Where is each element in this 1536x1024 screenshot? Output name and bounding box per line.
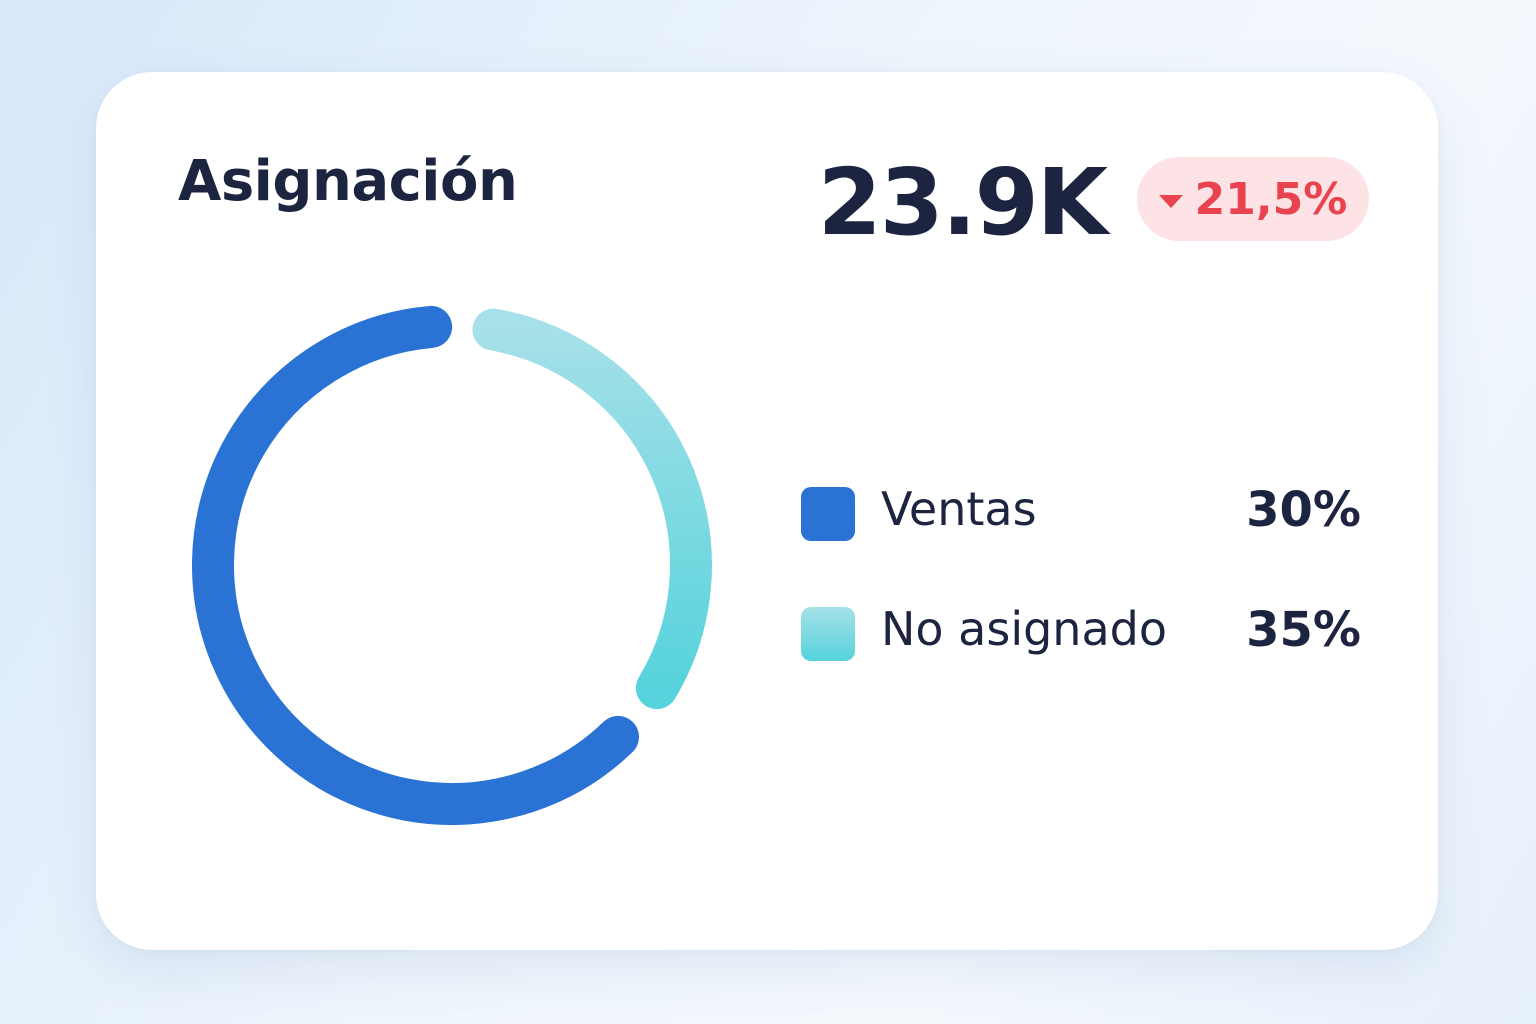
donut-segment-no-asignado [472,308,712,710]
caret-down-icon [1158,194,1183,208]
legend-swatch-ventas [801,487,855,541]
legend-label-ventas: Ventas [881,482,1037,536]
legend-label-no-asignado: No asignado [881,602,1167,656]
card-title: Asignación [178,149,518,214]
legend-value-ventas: 30% [1246,482,1361,538]
legend-swatch-no-asignado [801,607,855,661]
total-value: 23.9K [817,149,1108,256]
change-badge: 21,5% [1137,157,1369,241]
legend-item-no-asignado: No asignado 35% [801,600,1361,720]
legend: Ventas 30% No asignado 35% [801,480,1361,720]
donut-chart [192,305,712,825]
legend-value-no-asignado: 35% [1246,602,1361,658]
donut-segment-ventas [192,305,640,825]
legend-item-ventas: Ventas 30% [801,480,1361,600]
donut-segments [192,305,712,825]
change-value: 21,5% [1194,173,1348,225]
allocation-card: Asignación 23.9K 21,5% Ventas 30% No asi… [96,72,1438,950]
